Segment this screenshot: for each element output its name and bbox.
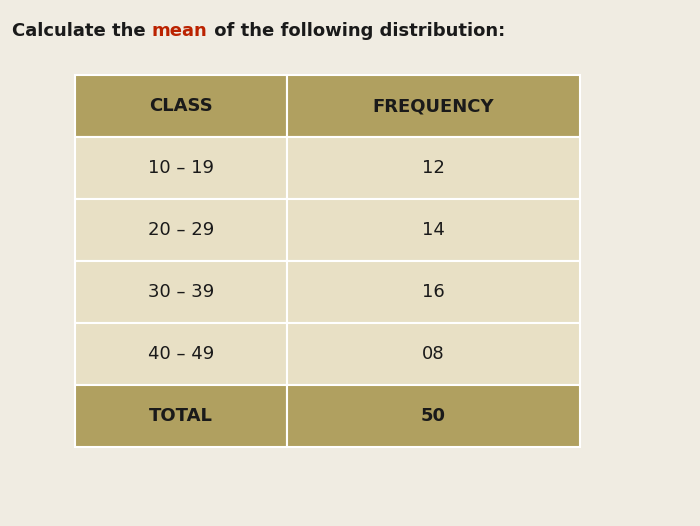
Text: 16: 16 <box>422 283 445 301</box>
Bar <box>287 385 580 447</box>
Bar <box>75 137 287 199</box>
Bar <box>287 261 580 323</box>
Bar <box>287 323 580 385</box>
Text: Calculate the: Calculate the <box>12 22 152 40</box>
Bar <box>287 199 580 261</box>
Bar <box>75 199 287 261</box>
Bar <box>287 75 580 137</box>
Bar <box>75 385 287 447</box>
Text: 40 – 49: 40 – 49 <box>148 345 214 363</box>
Bar <box>75 261 287 323</box>
Text: FREQUENCY: FREQUENCY <box>372 97 494 115</box>
Text: 12: 12 <box>422 159 445 177</box>
Text: 50: 50 <box>421 407 446 425</box>
Text: 10 – 19: 10 – 19 <box>148 159 214 177</box>
Text: TOTAL: TOTAL <box>149 407 213 425</box>
Bar <box>75 323 287 385</box>
Bar <box>287 137 580 199</box>
Text: of the following distribution:: of the following distribution: <box>208 22 505 40</box>
Text: 20 – 29: 20 – 29 <box>148 221 214 239</box>
Text: CLASS: CLASS <box>149 97 213 115</box>
Bar <box>75 75 287 137</box>
Text: mean: mean <box>152 22 208 40</box>
Text: 30 – 39: 30 – 39 <box>148 283 214 301</box>
Text: 14: 14 <box>422 221 445 239</box>
Text: 08: 08 <box>422 345 445 363</box>
